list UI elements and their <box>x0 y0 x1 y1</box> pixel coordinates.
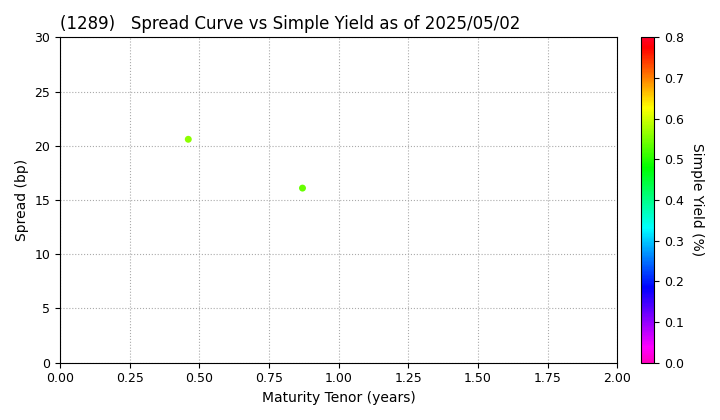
X-axis label: Maturity Tenor (years): Maturity Tenor (years) <box>262 391 415 405</box>
Y-axis label: Spread (bp): Spread (bp) <box>15 159 29 241</box>
Point <box>183 136 194 143</box>
Point <box>297 185 308 192</box>
Text: (1289)   Spread Curve vs Simple Yield as of 2025/05/02: (1289) Spread Curve vs Simple Yield as o… <box>60 15 521 33</box>
Y-axis label: Simple Yield (%): Simple Yield (%) <box>690 144 703 257</box>
